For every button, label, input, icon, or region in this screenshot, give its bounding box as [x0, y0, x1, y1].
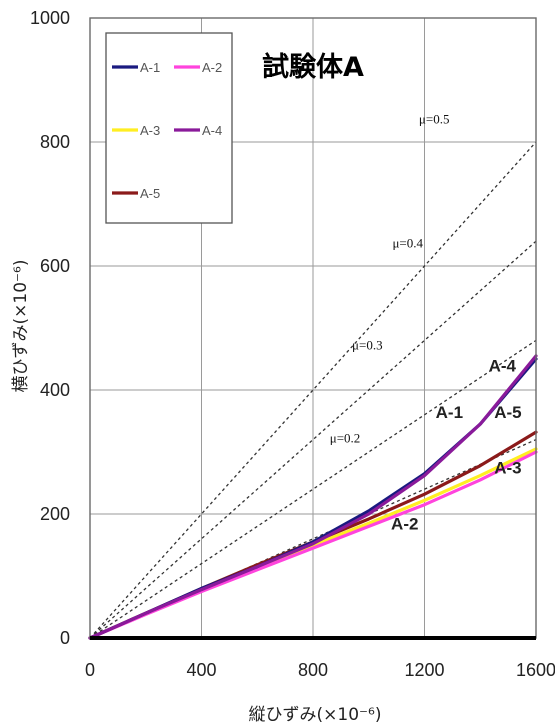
series-line — [88, 354, 538, 640]
series-annotation: A-5 — [494, 403, 521, 422]
y-tick-label: 1000 — [30, 8, 70, 28]
y-tick-label: 0 — [60, 628, 70, 648]
series-annotation: A-1 — [436, 403, 463, 422]
chart-title: 試験体A — [262, 51, 364, 83]
legend-label: A-5 — [140, 186, 160, 201]
reference-line-label: μ=0.4 — [392, 235, 423, 250]
reference-line — [89, 339, 537, 639]
legend-label: A-3 — [140, 123, 160, 138]
series-lines — [88, 354, 538, 640]
tick-labels: 0 400 800 1200 1600 0 200 400 600 800 1000 — [30, 8, 555, 680]
y-tick-label: 200 — [40, 504, 70, 524]
reference-lines: μ=0.2 μ=0.3 μ=0.4 μ=0.5 — [89, 111, 537, 639]
legend-box — [105, 32, 233, 224]
y-tick-label: 800 — [40, 132, 70, 152]
annotations: A-4 A-1 A-5 A-3 A-2 — [391, 356, 522, 533]
y-tick-label: 400 — [40, 380, 70, 400]
x-tick-label: 1600 — [516, 660, 555, 680]
series-annotation: A-4 — [489, 356, 517, 375]
y-axis-title: 横ひずみ(×10⁻⁶) — [11, 260, 31, 393]
y-tick-label: 600 — [40, 256, 70, 276]
reference-line-label: μ=0.5 — [419, 111, 450, 126]
legend-label: A-1 — [140, 60, 160, 75]
legend-label: A-4 — [202, 123, 222, 138]
x-tick-label: 0 — [85, 660, 95, 680]
series-annotation: A-2 — [391, 515, 418, 534]
x-axis-title: 縦ひずみ(×10⁻⁶) — [249, 705, 382, 725]
x-tick-label: 400 — [186, 660, 216, 680]
axes — [89, 17, 537, 640]
reference-line-label: μ=0.3 — [352, 338, 383, 353]
x-tick-label: 800 — [298, 660, 328, 680]
legend-label: A-2 — [202, 60, 222, 75]
legend: A-1 A-2 A-3 A-4 A-5 — [105, 32, 233, 224]
series-annotation: A-3 — [494, 459, 521, 478]
x-tick-label: 1200 — [404, 660, 444, 680]
reference-line-label: μ=0.2 — [330, 431, 361, 446]
